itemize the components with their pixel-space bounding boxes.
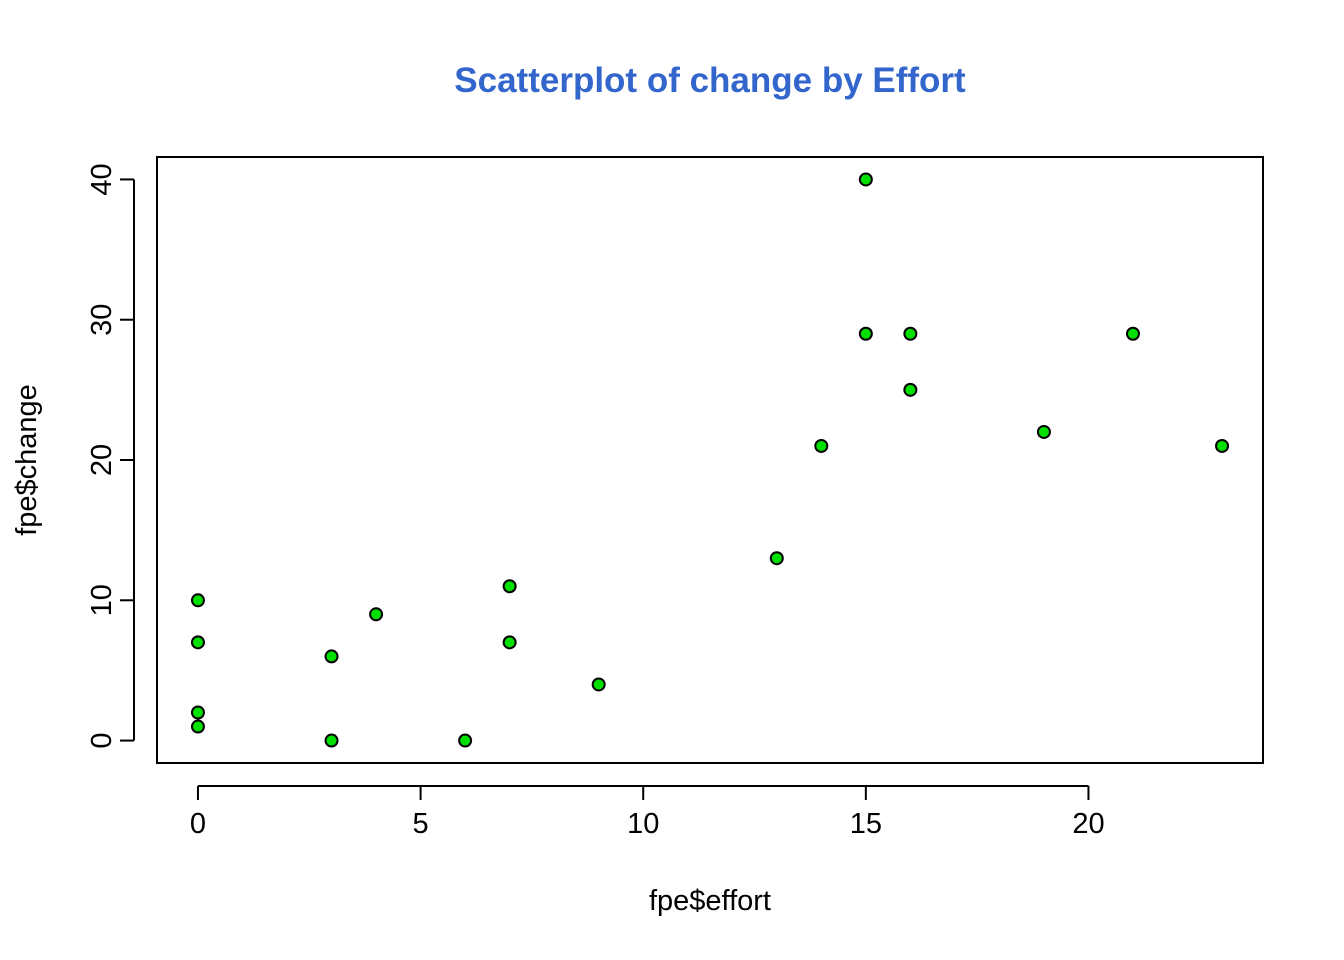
y-tick-label: 40	[86, 163, 118, 195]
chart-title: Scatterplot of change by Effort	[454, 61, 966, 100]
data-point	[769, 551, 784, 566]
y-axis: 0 10 20 30 40	[86, 163, 135, 749]
y-tick-label: 20	[86, 444, 118, 476]
data-point	[190, 705, 205, 720]
data-point	[324, 733, 339, 748]
data-point	[1215, 438, 1230, 453]
data-point	[1125, 326, 1140, 341]
x-tick-label: 5	[413, 808, 429, 840]
data-point	[814, 438, 829, 453]
data-point	[190, 719, 205, 734]
data-point	[369, 607, 384, 622]
x-axis: 0 5 10 15 20	[190, 785, 1105, 840]
data-point	[502, 579, 517, 594]
data-point	[458, 733, 473, 748]
data-point	[1036, 424, 1051, 439]
x-tick-label: 20	[1072, 808, 1104, 840]
data-point	[903, 382, 918, 397]
data-point	[858, 326, 873, 341]
data-point	[502, 635, 517, 650]
data-point	[190, 593, 205, 608]
x-tick-label: 10	[627, 808, 659, 840]
data-point	[591, 677, 606, 692]
data-point	[190, 635, 205, 650]
data-point	[324, 649, 339, 664]
y-tick-label: 0	[86, 732, 118, 748]
y-tick-label: 30	[86, 304, 118, 336]
x-axis-label: fpe$effort	[649, 885, 771, 917]
y-tick-label: 10	[86, 584, 118, 616]
y-axis-label: fpe$change	[11, 384, 43, 536]
x-tick-label: 15	[850, 808, 882, 840]
data-points	[190, 172, 1230, 748]
x-tick-label: 0	[190, 808, 206, 840]
plot-frame	[156, 156, 1264, 764]
data-point	[903, 326, 918, 341]
data-point	[858, 172, 873, 187]
